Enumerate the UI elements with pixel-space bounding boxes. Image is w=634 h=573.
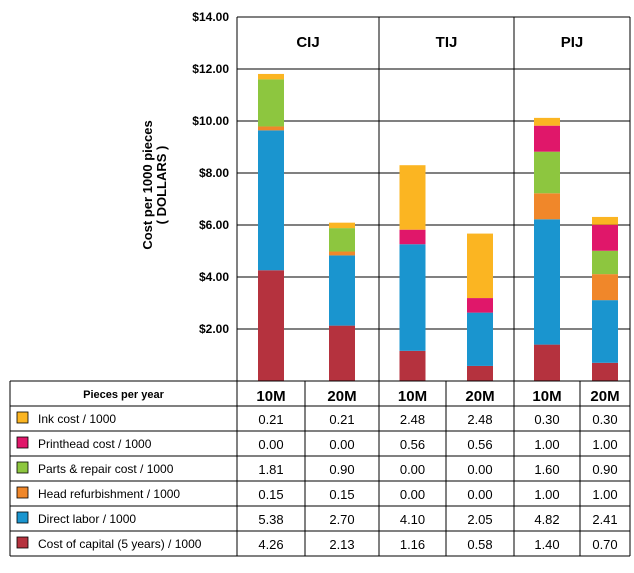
data-label: 0.15 — [258, 487, 283, 502]
table-header-label: Pieces per year — [83, 389, 164, 401]
data-label: 2.48 — [400, 412, 425, 427]
data-label: 0.90 — [329, 462, 354, 477]
column-header: 10M — [256, 388, 285, 405]
bar-segment — [467, 298, 493, 313]
data-label: 0.21 — [329, 412, 354, 427]
bar-segment — [329, 222, 355, 229]
bar-segment — [329, 255, 355, 326]
legend-entry: Printhead cost / 1000 — [38, 437, 152, 451]
data-label: 0.00 — [467, 487, 492, 502]
column-header: 20M — [590, 388, 619, 405]
bar-segment — [592, 300, 618, 363]
bar-segment — [592, 250, 618, 275]
y-tick-label: $10.00 — [192, 114, 229, 128]
legend-entry: Direct labor / 1000 — [38, 512, 136, 526]
legend-swatch — [16, 486, 29, 499]
bar-segment — [534, 151, 560, 194]
legend-swatch — [16, 461, 29, 474]
bar-segment — [329, 228, 355, 252]
data-label: 1.16 — [400, 537, 425, 552]
data-label: 0.30 — [534, 412, 559, 427]
data-label: 0.70 — [592, 537, 617, 552]
bar-segment — [592, 224, 618, 251]
data-label: 2.41 — [592, 512, 617, 527]
bar-segment — [467, 312, 493, 366]
legend-entry: Cost of capital (5 years) / 1000 — [38, 537, 202, 551]
legend-swatch — [16, 411, 29, 424]
bar-segment — [534, 344, 560, 381]
bar-segment — [534, 219, 560, 345]
data-label: 0.00 — [400, 462, 425, 477]
data-label: 0.00 — [400, 487, 425, 502]
data-label: 0.30 — [592, 412, 617, 427]
bar-segment — [329, 251, 355, 256]
y-tick-label: $4.00 — [199, 270, 229, 284]
bar-segment — [258, 126, 284, 131]
bar-segment — [592, 362, 618, 381]
data-label: 2.70 — [329, 512, 354, 527]
legend-swatch — [16, 436, 29, 449]
bar-segment — [534, 125, 560, 152]
bar-segment — [592, 274, 618, 301]
data-label: 1.00 — [592, 437, 617, 452]
y-tick-label: $8.00 — [199, 166, 229, 180]
column-header: 10M — [532, 388, 561, 405]
bar-segment — [329, 325, 355, 381]
data-label: 4.10 — [400, 512, 425, 527]
bar-segment — [534, 193, 560, 220]
data-label: 4.26 — [258, 537, 283, 552]
data-label: 0.00 — [467, 462, 492, 477]
data-label: 0.15 — [329, 487, 354, 502]
legend-swatch — [16, 536, 29, 549]
y-tick-label: $6.00 — [199, 218, 229, 232]
bar-segment — [399, 350, 426, 381]
legend-entry: Parts & repair cost / 1000 — [38, 462, 174, 476]
bar-segment — [467, 365, 493, 381]
bar-segment — [467, 233, 493, 299]
bar-segment — [399, 229, 426, 245]
data-label: 0.56 — [400, 437, 425, 452]
column-header: 10M — [398, 388, 427, 405]
data-label: 0.90 — [592, 462, 617, 477]
data-label: 5.38 — [258, 512, 283, 527]
group-label: CIJ — [296, 34, 319, 51]
bar-segment — [399, 244, 426, 351]
y-axis-label: Cost per 1000 pieces — [140, 120, 155, 249]
data-label: 2.13 — [329, 537, 354, 552]
data-label: 0.21 — [258, 412, 283, 427]
column-header: 20M — [327, 388, 356, 405]
data-label: 2.48 — [467, 412, 492, 427]
column-header: 20M — [465, 388, 494, 405]
data-label: 1.40 — [534, 537, 559, 552]
group-label: TIJ — [436, 34, 458, 51]
data-label: 0.00 — [258, 437, 283, 452]
bar-segment — [258, 130, 284, 271]
group-label: PIJ — [561, 34, 584, 51]
bar-segment — [258, 270, 284, 381]
y-axis-unit: ( DOLLARS ) — [154, 146, 169, 225]
data-label: 2.05 — [467, 512, 492, 527]
data-label: 1.81 — [258, 462, 283, 477]
data-label: 1.00 — [534, 487, 559, 502]
legend-entry: Ink cost / 1000 — [38, 412, 116, 426]
data-label: 1.60 — [534, 462, 559, 477]
bar-segment — [399, 165, 426, 230]
data-label: 4.82 — [534, 512, 559, 527]
y-tick-label: $2.00 — [199, 322, 229, 336]
bar-segment — [592, 216, 618, 225]
data-label: 0.00 — [329, 437, 354, 452]
y-tick-label: $12.00 — [192, 62, 229, 76]
bar-segment — [258, 79, 284, 127]
legend-swatch — [16, 511, 29, 524]
bar-segment — [534, 117, 560, 126]
y-tick-label: $14.00 — [192, 10, 229, 24]
data-label: 1.00 — [534, 437, 559, 452]
data-label: 0.56 — [467, 437, 492, 452]
data-label: 1.00 — [592, 487, 617, 502]
legend-entry: Head refurbishment / 1000 — [38, 487, 180, 501]
bar-segment — [258, 73, 284, 80]
data-label: 0.58 — [467, 537, 492, 552]
